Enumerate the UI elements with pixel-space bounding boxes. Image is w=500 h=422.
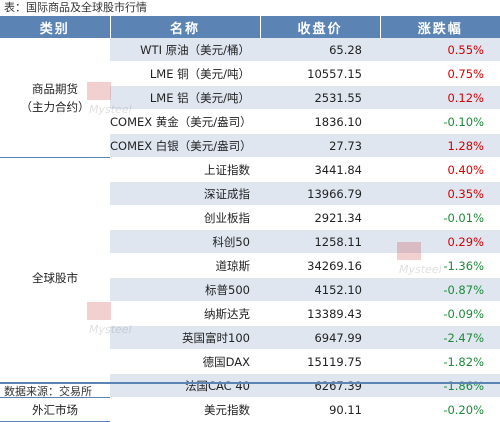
change-percent: 0.75%: [380, 61, 500, 86]
change-percent: -0.09%: [380, 301, 500, 326]
instrument-name: 深证成指: [110, 181, 260, 206]
table-caption: 表：国际商品及全球股市行情: [4, 1, 147, 14]
close-price: 6267.39: [260, 373, 380, 398]
instrument-name: LME 铜（美元/吨）: [110, 61, 260, 86]
instrument-name: COMEX 白银（美元/盎司）: [110, 133, 260, 158]
table-row: 标普500 4152.10 -0.87%: [0, 277, 500, 302]
table-row: 科创50 1258.11 0.29%: [0, 229, 500, 254]
table-row: COMEX 黄金（美元/盎司） 1836.10 -0.10%: [0, 109, 500, 134]
close-price: 13389.43: [260, 301, 380, 326]
category-label: 全球股市: [32, 270, 78, 285]
close-price: 10557.15: [260, 61, 380, 86]
change-percent: 0.29%: [380, 229, 500, 254]
close-price: 6947.99: [260, 325, 380, 350]
instrument-name: 美元指数: [110, 397, 260, 422]
change-percent: 0.55%: [380, 38, 500, 62]
close-price: 2921.34: [260, 205, 380, 230]
table-row: 商品期货 （主力合约） WTI 原油（美元/桶） 65.28 0.55%: [0, 38, 500, 158]
instrument-name: 德国DAX: [110, 349, 260, 374]
close-price: 13966.79: [260, 181, 380, 206]
instrument-name: 英国富时100: [110, 325, 260, 350]
instrument-name: 法国CAC 40: [110, 373, 260, 398]
table-row: COMEX 白银（美元/盎司） 27.73 1.28%: [0, 133, 500, 158]
table-row: 全球股市 上证指数 3441.84 0.40%: [0, 157, 500, 398]
change-percent: -1.36%: [380, 253, 500, 278]
category-sublabel: （主力合约）: [20, 99, 90, 114]
close-price: 4152.10: [260, 277, 380, 302]
instrument-name: 创业板指: [110, 205, 260, 230]
close-price: 1836.10: [260, 109, 380, 134]
instrument-name: 科创50: [110, 229, 260, 254]
table-row: 英国富时100 6947.99 -2.47%: [0, 325, 500, 350]
header-row: 类别 名称 收盘价 涨跌幅: [0, 16, 500, 38]
change-percent: -2.47%: [380, 325, 500, 350]
category-label: 商品期货: [32, 81, 78, 96]
table-row: LME 铝（美元/吨） 2531.55 0.12%: [0, 85, 500, 110]
instrument-name: COMEX 黄金（美元/盎司）: [110, 109, 260, 134]
table-row: 法国CAC 40 6267.39 -1.86%: [0, 373, 500, 398]
header-category: 类别: [0, 16, 111, 38]
close-price: 27.73: [260, 133, 380, 158]
data-source: 数据来源：交易所: [4, 385, 92, 398]
close-price: 90.11: [260, 397, 380, 422]
close-price: 65.28: [260, 38, 380, 62]
close-price: 2531.55: [260, 85, 380, 110]
table-row: 外汇市场 美元指数 90.11 -0.20%: [0, 397, 500, 422]
change-percent: -0.01%: [380, 205, 500, 230]
change-percent: 1.28%: [380, 133, 500, 158]
instrument-name: 标普500: [110, 277, 260, 302]
instrument-name: 纳斯达克: [110, 301, 260, 326]
table-row: 道琼斯 34269.16 -1.36%: [0, 253, 500, 278]
category-cell: 全球股市: [0, 157, 110, 398]
table-row: 德国DAX 15119.75 -1.82%: [0, 349, 500, 374]
change-percent: -0.87%: [380, 277, 500, 302]
header-close: 收盘价: [260, 16, 381, 38]
change-percent: -1.82%: [380, 349, 500, 374]
close-price: 1258.11: [260, 229, 380, 254]
close-price: 3441.84: [260, 157, 380, 182]
table-row: 纳斯达克 13389.43 -0.09%: [0, 301, 500, 326]
table-row: 创业板指 2921.34 -0.01%: [0, 205, 500, 230]
close-price: 34269.16: [260, 253, 380, 278]
change-percent: -1.86%: [380, 373, 500, 398]
market-table: 类别 名称 收盘价 涨跌幅 商品期货 （主力合约） WTI 原油（美元/桶） 65.2…: [0, 16, 500, 422]
table-row: 深证成指 13966.79 0.35%: [0, 181, 500, 206]
bottom-rule: [0, 382, 500, 384]
change-percent: 0.12%: [380, 85, 500, 110]
category-cell: 商品期货 （主力合约）: [0, 38, 110, 158]
change-percent: -0.20%: [380, 397, 500, 422]
instrument-name: 上证指数: [110, 157, 260, 182]
instrument-name: LME 铝（美元/吨）: [110, 85, 260, 110]
instrument-name: 道琼斯: [110, 253, 260, 278]
close-price: 15119.75: [260, 349, 380, 374]
category-label: 外汇市场: [32, 402, 78, 417]
category-cell: 外汇市场: [0, 397, 110, 422]
change-percent: -0.10%: [380, 109, 500, 134]
change-percent: 0.40%: [380, 157, 500, 182]
instrument-name: WTI 原油（美元/桶）: [110, 38, 260, 62]
header-name: 名称: [110, 16, 261, 38]
header-change: 涨跌幅: [380, 16, 500, 38]
table-row: LME 铜（美元/吨） 10557.15 0.75%: [0, 61, 500, 86]
change-percent: 0.35%: [380, 181, 500, 206]
